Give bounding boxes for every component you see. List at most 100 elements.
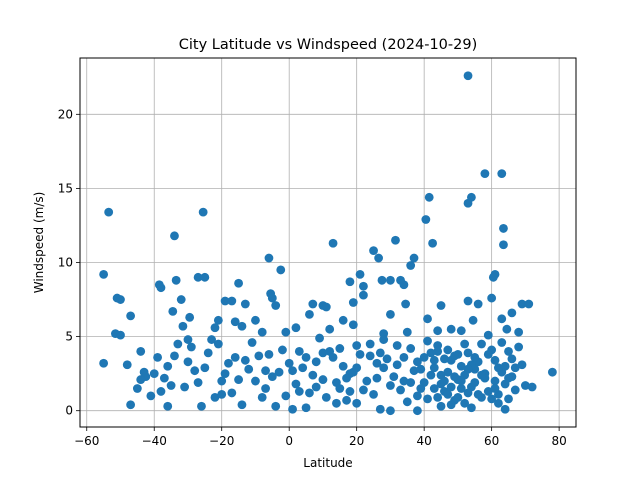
scatter-point [497, 314, 507, 324]
scatter-point [473, 389, 483, 399]
scatter-point [470, 352, 480, 362]
scatter-point [183, 357, 193, 367]
x-tick-label: 20 [349, 434, 364, 448]
scatter-point [428, 238, 437, 248]
x-tick-label: 80 [551, 434, 566, 448]
scatter-point [271, 401, 281, 411]
x-tick-label: −40 [142, 434, 167, 448]
scatter-point [499, 224, 508, 233]
scatter-point [399, 352, 409, 362]
scatter-point [463, 348, 473, 358]
scatter-point [308, 299, 318, 309]
scatter-point [419, 352, 429, 362]
scatter-point [217, 389, 227, 399]
scatter-point [352, 341, 362, 350]
scatter-point [318, 375, 328, 384]
scatter-point [375, 404, 385, 414]
scatter-point [375, 348, 385, 358]
scatter-point [332, 398, 341, 408]
scatter-point [288, 366, 297, 376]
scatter-point [436, 401, 446, 411]
scatter-point [244, 364, 254, 374]
scatter-point [520, 381, 530, 390]
scatter-point [240, 299, 250, 309]
scatter-point [190, 366, 200, 376]
scatter-point [517, 360, 527, 370]
scatter-point [288, 404, 297, 414]
scatter-point [493, 363, 503, 373]
scatter-point [429, 355, 439, 365]
scatter-point [450, 372, 459, 382]
scatter-point [386, 406, 395, 416]
scatter-point [276, 265, 286, 275]
y-axis-label: Windspeed (m/s) [32, 192, 46, 294]
scatter-point [335, 384, 345, 393]
scatter-point [251, 315, 260, 325]
scatter-point [429, 363, 439, 373]
scatter-point [176, 295, 186, 304]
scatter-point [386, 275, 395, 285]
scatter-point [446, 324, 456, 334]
scatter-point [352, 398, 362, 408]
scatter-point [413, 406, 422, 416]
scatter-point [450, 351, 459, 361]
scatter-point [217, 376, 227, 386]
scatter-point [406, 344, 416, 353]
scatter-point [409, 253, 419, 263]
scatter-point [426, 348, 436, 358]
scatter-point [547, 367, 557, 377]
scatter-point [335, 344, 345, 353]
scatter-point [345, 277, 355, 287]
scatter-point [463, 71, 473, 81]
scatter-point [433, 341, 443, 350]
scatter-point [440, 354, 449, 364]
scatter-point [477, 370, 486, 380]
scatter-point [132, 384, 142, 393]
scatter-point [193, 272, 203, 282]
scatter-point [328, 352, 338, 362]
grid-layer [80, 58, 576, 427]
scatter-point [342, 373, 351, 383]
scatter-point [203, 348, 213, 358]
scatter-point [298, 363, 308, 373]
scatter-point [178, 321, 188, 331]
scatter-point [396, 385, 405, 395]
x-tick-label: 0 [285, 434, 293, 448]
scatter-point [139, 367, 149, 377]
scatter-point [149, 369, 159, 379]
scatter-point [483, 387, 493, 396]
scatter-point [379, 335, 389, 344]
x-tick-label: 60 [484, 434, 499, 448]
scatter-point [456, 361, 466, 371]
scatter-point [497, 338, 507, 347]
scatter-point [483, 330, 493, 340]
scatter-point [514, 327, 524, 337]
scatter-point [463, 388, 473, 398]
scatter-point [406, 378, 416, 387]
scatter-point [278, 345, 287, 355]
scatter-point [402, 327, 412, 337]
scatter-point [473, 299, 483, 309]
scatter-point [423, 394, 432, 404]
y-tick-label: 5 [65, 330, 73, 344]
scatter-point [328, 238, 338, 248]
scatter-point [240, 355, 250, 365]
scatter-point [193, 378, 203, 387]
scatter-point [369, 389, 378, 399]
scatter-point [213, 339, 223, 349]
scatter-point [342, 395, 351, 405]
scatter-point [213, 315, 223, 325]
scatter-point [325, 324, 335, 334]
scatter-point [433, 326, 443, 336]
scatter-point [197, 401, 206, 411]
scatter-point [456, 376, 466, 386]
scatter-point [348, 320, 358, 330]
scatter-point [413, 391, 422, 401]
scatter-point [200, 272, 210, 282]
scatter-point [210, 323, 220, 333]
scatter-point [251, 376, 260, 386]
scatter-point [490, 384, 500, 393]
scatter-point [463, 296, 473, 306]
